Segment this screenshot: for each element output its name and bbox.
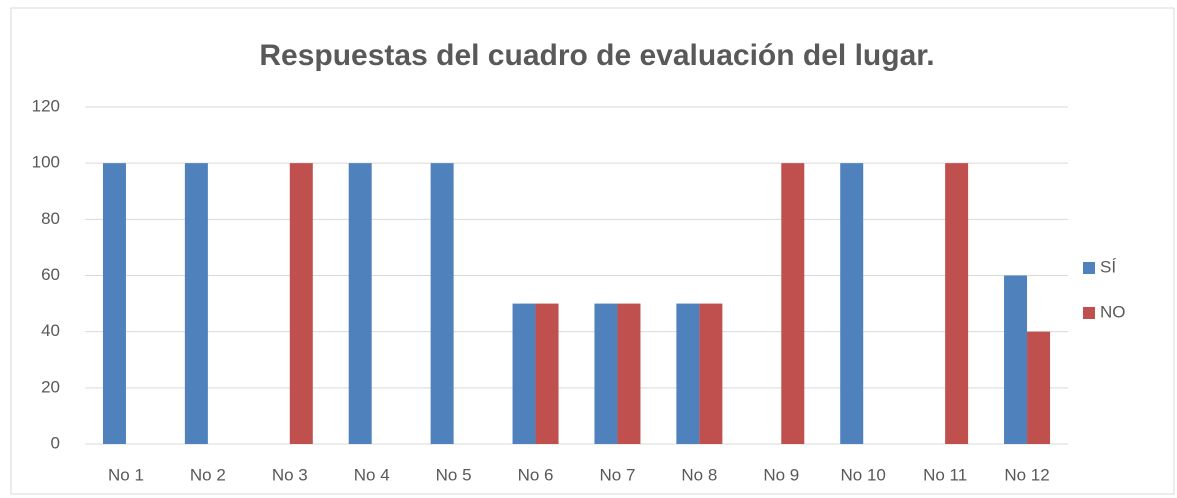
bar — [617, 303, 641, 444]
x-tick-label: No 4 — [354, 465, 390, 484]
bar — [840, 163, 864, 444]
legend-label: SÍ — [1100, 257, 1116, 276]
x-tick-label: No 12 — [1004, 465, 1049, 484]
bar — [535, 303, 559, 444]
bar — [699, 303, 723, 444]
chart-title: Respuestas del cuadro de evaluación del … — [259, 39, 934, 72]
y-tick-label: 0 — [51, 433, 60, 452]
y-tick-label: 100 — [32, 153, 60, 172]
x-tick-label: No 11 — [923, 465, 967, 484]
x-tick-label: No 6 — [518, 465, 554, 484]
bar — [781, 163, 805, 444]
x-tick-label: No 5 — [436, 465, 472, 484]
bar — [512, 303, 536, 444]
x-tick-label: No 3 — [272, 465, 308, 484]
y-tick-label: 20 — [41, 377, 60, 396]
bar — [594, 303, 618, 444]
legend-swatch — [1083, 262, 1095, 274]
x-tick-label: No 9 — [763, 465, 799, 484]
y-tick-label: 120 — [32, 96, 60, 115]
bar — [184, 163, 208, 444]
bar — [945, 163, 969, 444]
x-tick-label: No 2 — [190, 465, 226, 484]
bar — [102, 163, 126, 444]
bar — [676, 303, 700, 444]
bar — [430, 163, 454, 444]
bar — [348, 163, 372, 444]
y-tick-label: 60 — [41, 265, 60, 284]
bar — [289, 163, 313, 444]
x-tick-label: No 7 — [599, 465, 635, 484]
x-tick-label: No 10 — [841, 465, 886, 484]
legend-swatch — [1083, 307, 1095, 319]
bar — [1027, 331, 1051, 444]
x-tick-label: No 1 — [108, 465, 144, 484]
y-tick-label: 80 — [41, 209, 60, 228]
y-tick-label: 40 — [41, 321, 60, 340]
legend-label: NO — [1100, 302, 1126, 321]
x-tick-label: No 8 — [681, 465, 717, 484]
bar — [1004, 275, 1028, 444]
